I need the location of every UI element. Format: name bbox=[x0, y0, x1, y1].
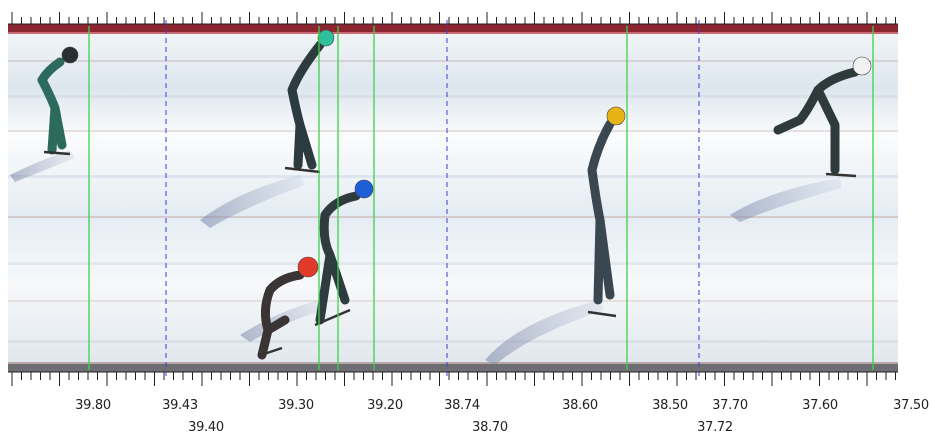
skate-blade bbox=[257, 346, 283, 358]
time-scale-bottom bbox=[8, 371, 898, 386]
skater-body bbox=[287, 40, 325, 170]
skaters-layer bbox=[37, 29, 872, 360]
skate-blade bbox=[43, 150, 71, 156]
tick-label: 37.60 bbox=[802, 398, 838, 413]
bottom-rail bbox=[8, 364, 898, 372]
skate-blade bbox=[284, 166, 321, 174]
helmet bbox=[61, 46, 79, 64]
track-streaks bbox=[8, 60, 898, 343]
helmet bbox=[606, 106, 626, 126]
tick-label: 39.80 bbox=[75, 398, 111, 413]
tick-label-lower: 38.70 bbox=[472, 420, 508, 435]
time-markers bbox=[88, 20, 874, 378]
skater-body bbox=[257, 270, 305, 360]
tick-label: 38.74 bbox=[444, 398, 480, 413]
skater-body bbox=[773, 67, 860, 175]
time-scale-top bbox=[8, 12, 898, 25]
skate-blade bbox=[314, 308, 351, 327]
skater bbox=[587, 106, 626, 318]
skater-shadows bbox=[10, 150, 842, 365]
skater bbox=[257, 256, 319, 360]
skate-blade bbox=[825, 172, 857, 178]
skate-blade bbox=[587, 310, 617, 318]
tick-label: 39.20 bbox=[367, 398, 403, 413]
top-rail bbox=[8, 24, 898, 32]
track-background bbox=[8, 26, 898, 370]
tick-label: 39.30 bbox=[278, 398, 314, 413]
helmet bbox=[317, 29, 335, 47]
tick-label-lower: 37.72 bbox=[697, 420, 733, 435]
helmet bbox=[354, 179, 374, 199]
tick-label: 39.43 bbox=[162, 398, 198, 413]
tick-label-lower: 39.40 bbox=[188, 420, 224, 435]
skater bbox=[37, 46, 79, 156]
skater bbox=[773, 56, 872, 178]
top-rail-highlight bbox=[8, 32, 898, 34]
tick-label: 38.60 bbox=[562, 398, 598, 413]
tick-label: 38.50 bbox=[652, 398, 688, 413]
helmet bbox=[852, 56, 872, 76]
tick-label: 37.50 bbox=[893, 398, 929, 413]
bottom-rail-highlight bbox=[8, 362, 898, 364]
skater-body bbox=[587, 119, 615, 305]
tick-label: 37.70 bbox=[712, 398, 748, 413]
helmet bbox=[297, 256, 319, 278]
skater-body bbox=[37, 57, 67, 155]
skater bbox=[284, 29, 335, 174]
